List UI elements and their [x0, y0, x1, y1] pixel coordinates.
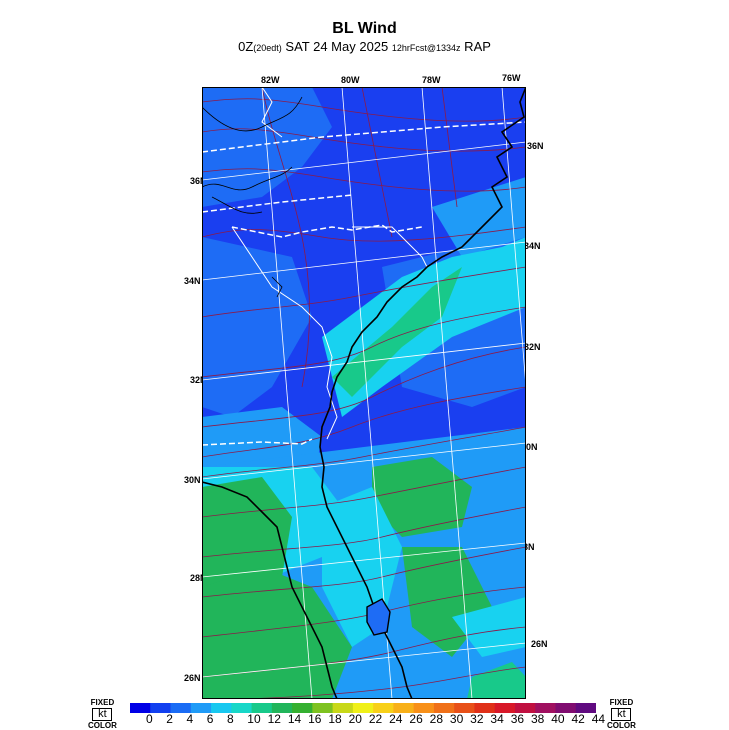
colorbar-swatch — [555, 703, 577, 713]
colorbar-tick-label: 26 — [409, 712, 423, 726]
colorbar-left-unit: kt — [92, 708, 113, 721]
colorbar-right-label: FIXED kt COLOR — [607, 699, 636, 730]
lat-label-right-28n: 28N — [518, 542, 535, 552]
colorbar-swatch — [494, 703, 516, 713]
terrain-contours — [202, 96, 303, 298]
lat-label-right-36n: 36N — [527, 141, 544, 151]
lake-okeechobee — [366, 598, 391, 636]
colorbar-swatch — [211, 703, 232, 713]
colorbar-swatch — [150, 703, 172, 713]
state-boundary-sc-ga — [231, 87, 428, 440]
colorbar-swatch — [474, 703, 496, 713]
lat-label-left-26n: 26N — [184, 673, 201, 683]
colorbar-tick-label: 36 — [510, 712, 525, 726]
colorbar-swatch — [535, 703, 556, 713]
subtitle-model: RAP — [460, 39, 491, 54]
coastline — [202, 87, 526, 699]
colorbar-tick-label: 24 — [389, 712, 403, 726]
lat-label-left-34n: 34N — [184, 276, 201, 286]
colorbar-tick-label: 28 — [429, 712, 443, 726]
colorbar-swatch — [433, 703, 455, 713]
state-boundaries — [202, 121, 526, 446]
colorbar-left-label: FIXED kt COLOR — [88, 699, 117, 730]
colorbar-swatch — [454, 703, 475, 713]
wind-zone-light-blue — [432, 177, 526, 257]
colorbar-tick-label: 14 — [287, 712, 302, 726]
subtitle-time: 0Z — [238, 39, 254, 54]
colorbar-tick-label: 30 — [449, 712, 464, 726]
colorbar-swatch — [292, 703, 313, 713]
colorbar-tick-label: 22 — [368, 712, 383, 726]
wind-map — [202, 87, 526, 699]
colorbar-tick-label: 8 — [227, 712, 234, 726]
wind-zone-mid-blue — [202, 237, 312, 417]
colorbar-swatch — [514, 703, 536, 713]
subtitle-date: SAT 24 May 2025 — [281, 39, 392, 54]
colorbar-tick-label: 42 — [571, 712, 585, 726]
wind-zone-cyan — [452, 597, 526, 657]
lat-label-left-30n: 30N — [184, 475, 201, 485]
lat-label-left-32n: 32N — [190, 375, 207, 385]
colorbar-swatch — [413, 703, 435, 713]
lat-label-left-36n: 36N — [190, 176, 207, 186]
colorbar-swatch — [271, 703, 293, 713]
subtitle-forecast: 12hrFcst@1334z — [391, 43, 461, 53]
colorbar — [130, 703, 596, 713]
colorbar-swatch — [393, 703, 415, 713]
colorbar-tick-label: 44 — [591, 712, 606, 726]
colorbar-tick-label: 40 — [551, 712, 565, 726]
colorbar-right-top: FIXED — [609, 698, 634, 707]
colorbar-swatch — [312, 703, 334, 713]
lat-label-left-28n: 28N — [190, 573, 207, 583]
colorbar-tick-label: 34 — [490, 712, 504, 726]
colorbar-left-bottom: COLOR — [88, 721, 117, 730]
colorbar-swatch — [251, 703, 273, 713]
colorbar-swatch — [190, 703, 212, 713]
colorbar-swatch — [352, 703, 374, 713]
colorbar-swatch — [170, 703, 192, 713]
colorbar-swatch — [231, 703, 253, 713]
subtitle-local-time: (20edt) — [253, 43, 282, 53]
chart-title: BL Wind — [332, 20, 397, 37]
lon-label-76w: 76W — [502, 73, 521, 83]
colorbar-left-top: FIXED — [90, 698, 115, 707]
lat-label-right-32n: 32N — [524, 342, 541, 352]
lon-label-82w: 82W — [261, 75, 280, 85]
colorbar-swatch — [373, 703, 394, 713]
colorbar-tick-label: 16 — [308, 712, 322, 726]
lat-label-right-30n: 30N — [521, 442, 538, 452]
colorbar-tick-label: 6 — [206, 712, 214, 726]
chart-subtitle: 0Z(20edt) SAT 24 May 2025 12hrFcst@1334z… — [0, 39, 729, 54]
wind-zone-green — [372, 457, 472, 537]
colorbar-tick-label: 10 — [247, 712, 261, 726]
colorbar-swatch — [575, 703, 596, 713]
lat-label-right-34n: 34N — [524, 241, 541, 251]
colorbar-tick-label: 12 — [267, 712, 281, 726]
colorbar-tick-label: 32 — [470, 712, 484, 726]
colorbar-swatch — [130, 703, 151, 713]
colorbar-tick-label: 0 — [146, 712, 153, 726]
wind-zone-teal — [467, 662, 526, 699]
colorbar-tick-label: 20 — [348, 712, 362, 726]
lon-label-78w: 78W — [422, 75, 441, 85]
colorbar-tick-label: 4 — [186, 712, 194, 726]
lon-label-80w: 80W — [341, 75, 360, 85]
colorbar-swatch — [332, 703, 354, 713]
graticule — [202, 87, 526, 699]
colorbar-right-unit: kt — [611, 708, 632, 721]
colorbar-tick-label: 2 — [166, 712, 173, 726]
colorbar-right-bottom: COLOR — [607, 721, 636, 730]
colorbar-tick-label: 18 — [328, 712, 342, 726]
lat-label-right-26n: 26N — [531, 639, 548, 649]
wind-zone-green — [202, 567, 352, 699]
colorbar-tick-label: 38 — [530, 712, 545, 726]
